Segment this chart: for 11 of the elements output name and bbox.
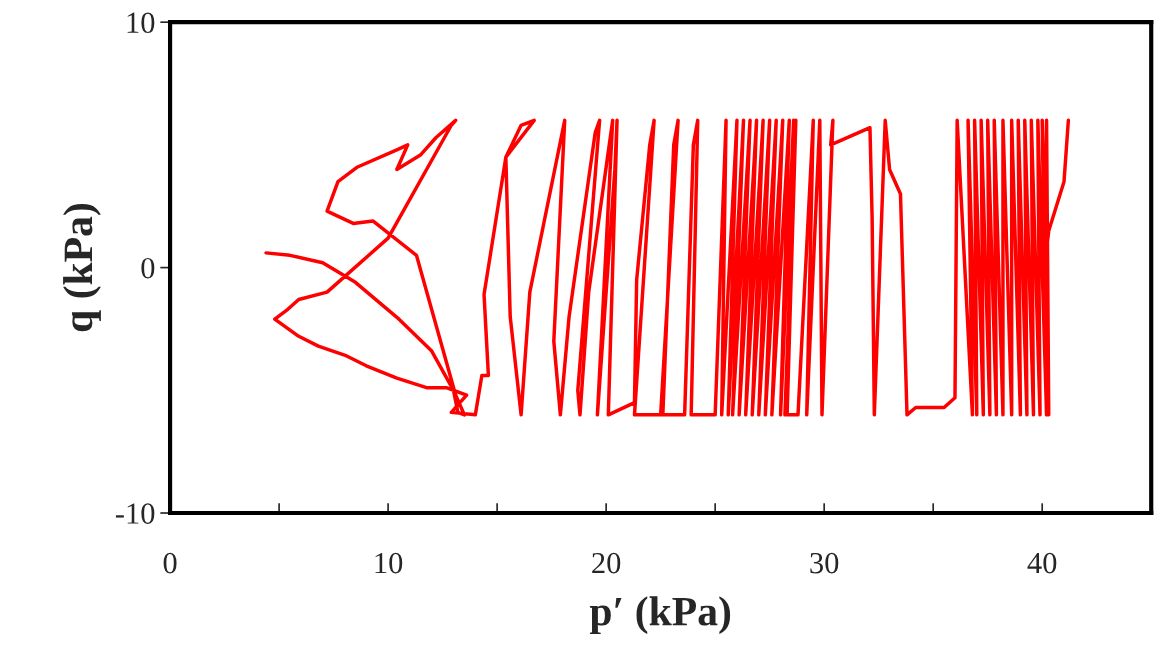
x-tick-label: 30 xyxy=(810,552,839,574)
x-tick-label: 20 xyxy=(592,552,621,574)
line-series xyxy=(264,118,1071,417)
y-axis-title: q (kPa) xyxy=(63,204,101,332)
x-tick-label: 10 xyxy=(375,552,403,574)
y-tick-label: 0 xyxy=(141,257,155,279)
y-tick-label: -10 xyxy=(115,503,155,524)
x-tick-label: 40 xyxy=(1027,552,1057,574)
y-tick-label: 10 xyxy=(127,12,155,34)
x-axis-title: p′ (kPa) xyxy=(589,596,731,635)
x-tick-label: 0 xyxy=(163,552,177,574)
